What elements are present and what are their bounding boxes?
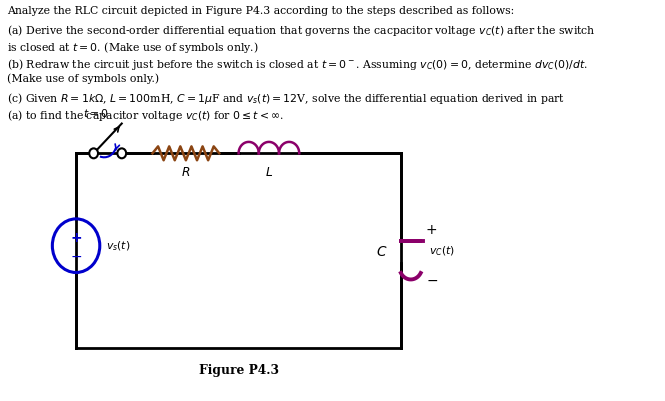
Text: $C$: $C$: [376, 244, 388, 258]
Text: $-$: $-$: [426, 272, 438, 286]
Text: $v_s(t)$: $v_s(t)$: [106, 239, 130, 253]
Text: Analyze the RLC circuit depicted in Figure P4.3 according to the steps described: Analyze the RLC circuit depicted in Figu…: [7, 6, 514, 16]
Text: $v_C(t)$: $v_C(t)$: [429, 244, 455, 258]
Text: (a) to find the capacitor voltage $v_C(t)$ for $0 \leq t < \infty$.: (a) to find the capacitor voltage $v_C(t…: [7, 107, 283, 122]
Text: $L$: $L$: [265, 166, 273, 179]
Text: $t = 0$: $t = 0$: [83, 106, 109, 118]
Circle shape: [117, 149, 126, 159]
Text: +: +: [70, 230, 82, 244]
Text: $-$: $-$: [70, 248, 82, 262]
Text: Figure P4.3: Figure P4.3: [199, 363, 279, 376]
Text: $R$: $R$: [181, 166, 191, 179]
Text: (c) Given $R = 1k\Omega$, $L = 100$mH, $C = 1\mu$F and $v_s(t) = 12$V, solve the: (c) Given $R = 1k\Omega$, $L = 100$mH, $…: [7, 91, 565, 105]
Text: (Make use of symbols only.): (Make use of symbols only.): [7, 74, 159, 84]
Text: (b) Redraw the circuit just before the switch is closed at $t = 0^-$. Assuming $: (b) Redraw the circuit just before the s…: [7, 57, 587, 72]
Text: is closed at $t = 0$. (Make use of symbols only.): is closed at $t = 0$. (Make use of symbo…: [7, 40, 259, 55]
Text: +: +: [426, 222, 438, 236]
Text: (a) Derive the second-order differential equation that governs the cacpacitor vo: (a) Derive the second-order differential…: [7, 23, 595, 38]
Circle shape: [89, 149, 98, 159]
